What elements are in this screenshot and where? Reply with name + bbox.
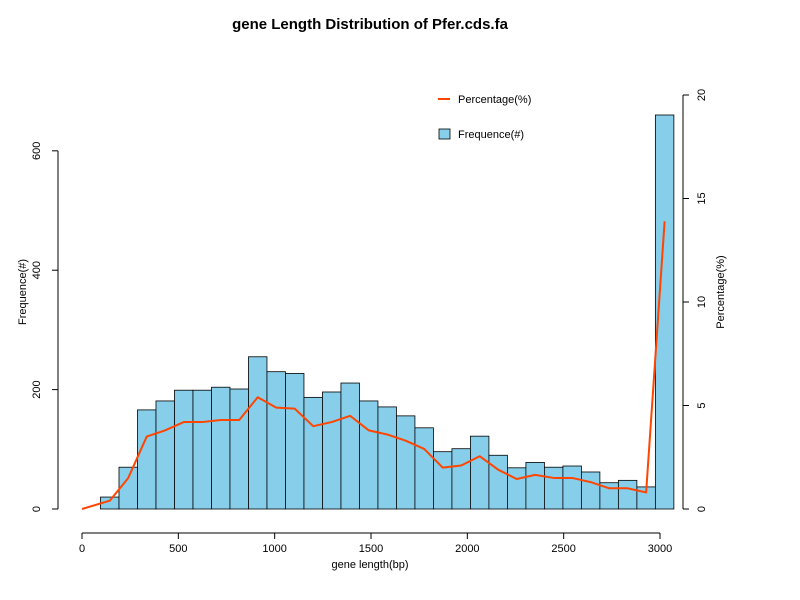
- y-tick-label: 600: [31, 142, 43, 160]
- legend: Percentage(%) Frequence(#): [438, 94, 531, 141]
- y2-tick-label: 5: [696, 402, 708, 408]
- y2-tick-label: 10: [696, 296, 708, 308]
- y-tick-label: 0: [31, 506, 43, 512]
- x-tick-label: 500: [169, 543, 187, 555]
- y-axis-label: Frequence(#): [17, 259, 29, 325]
- bar: [470, 435, 490, 510]
- x-axis: 0 500 1000 1500 2000 2500 3000: [79, 532, 672, 555]
- bar: [488, 454, 508, 510]
- bar: [303, 396, 323, 510]
- x-tick-label: 2500: [551, 543, 575, 555]
- bar: [211, 386, 231, 510]
- bar: [322, 391, 342, 510]
- y-tick-label: 200: [31, 380, 43, 398]
- bar: [155, 400, 175, 510]
- bar: [285, 373, 305, 510]
- bar: [414, 427, 434, 510]
- legend-box-swatch: [438, 128, 451, 140]
- bar: [359, 400, 379, 510]
- bar: [137, 409, 157, 510]
- percentage-line-series: [81, 221, 666, 510]
- bar: [580, 471, 601, 510]
- bar: [617, 479, 638, 510]
- bar: [507, 467, 527, 510]
- y2-tick-label: 0: [696, 506, 708, 512]
- bar: [192, 389, 212, 510]
- y-tick-label: 400: [31, 261, 43, 279]
- y-axis-right: 0 5 10 15 20: [682, 89, 708, 512]
- bar: [654, 114, 675, 510]
- bar: [544, 466, 564, 510]
- x-tick-label: 1500: [359, 543, 383, 555]
- bar: [396, 415, 416, 510]
- bar: [229, 388, 249, 510]
- bar: [248, 356, 268, 510]
- legend-label-percentage: Percentage(%): [458, 94, 531, 106]
- bar: [525, 462, 545, 510]
- y2-tick-label: 20: [696, 89, 708, 101]
- x-tick-label: 0: [79, 543, 85, 555]
- bar: [562, 465, 582, 510]
- bar: [340, 382, 360, 510]
- y-axis-left: 0 200 400 600: [31, 142, 59, 512]
- x-tick-label: 2000: [455, 543, 479, 555]
- x-axis-label: gene length(bp): [331, 559, 408, 571]
- bar-series: [100, 114, 675, 510]
- percentage-line: [81, 221, 666, 510]
- bar: [266, 371, 286, 510]
- bar: [174, 389, 194, 510]
- legend-label-frequence: Frequence(#): [458, 129, 524, 141]
- chart-title: gene Length Distribution of Pfer.cds.fa: [232, 16, 509, 33]
- bar: [377, 406, 397, 510]
- bar: [118, 466, 138, 510]
- bar: [451, 448, 471, 510]
- x-tick-label: 3000: [648, 543, 672, 555]
- y2-tick-label: 15: [696, 192, 708, 204]
- x-tick-label: 1000: [262, 543, 286, 555]
- y2-axis-label: Percentage(%): [715, 255, 727, 328]
